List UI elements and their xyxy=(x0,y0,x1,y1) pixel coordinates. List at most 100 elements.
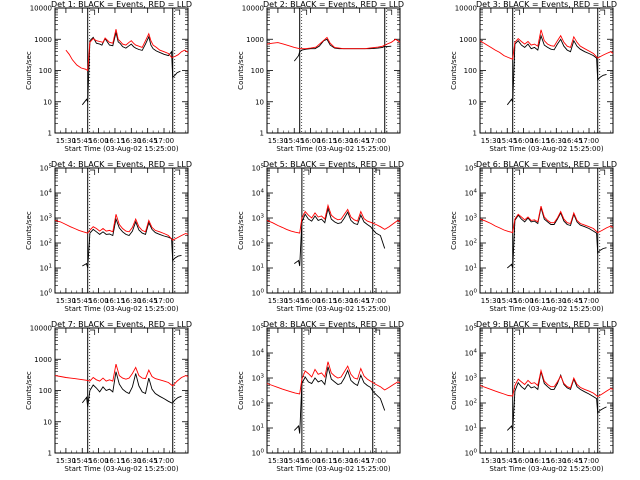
panel-title: Det 9: BLACK = Events, RED = LLD xyxy=(476,320,617,329)
interval-marker-flag xyxy=(514,329,521,335)
x-tick-label: 16:45 xyxy=(138,457,158,465)
x-tick-label: 16:30 xyxy=(333,457,353,465)
y-tick-label: 104 xyxy=(465,349,478,358)
interval-marker-flag xyxy=(301,9,308,15)
x-tick-label: 16:00 xyxy=(514,457,534,465)
y-tick-label: 104 xyxy=(252,349,265,358)
panel-title: Det 6: BLACK = Events, RED = LLD xyxy=(476,160,617,169)
plot-frame xyxy=(479,327,614,454)
chart-panel-3: Det 3: BLACK = Events, RED = LLD 1 10 100 10… xyxy=(450,0,617,153)
interval-marker-flag xyxy=(386,9,393,15)
x-axis-label: Start Time (03-Aug-02 15:25:00) xyxy=(489,145,603,153)
y-tick-label: 101 xyxy=(465,424,477,433)
lld-series-line xyxy=(479,29,614,60)
x-tick-label: 16:00 xyxy=(514,137,534,145)
y-tick-label: 100 xyxy=(464,67,477,75)
x-tick-label: 16:30 xyxy=(121,137,141,145)
x-tick-label: 16:15 xyxy=(317,297,337,305)
x-tick-label: 15:30 xyxy=(56,457,76,465)
x-tick-label: 16:00 xyxy=(301,137,321,145)
x-tick-label: 17:00 xyxy=(366,137,386,145)
x-tick-label: 15:45 xyxy=(72,137,92,145)
y-tick-label: 1000 xyxy=(34,356,52,364)
x-tick-label: 16:15 xyxy=(105,457,125,465)
plot-frame xyxy=(266,167,401,294)
chart-panel-2: Det 2: BLACK = Events, RED = LLD 1 10 100 10… xyxy=(237,0,404,153)
x-tick-label: 17:00 xyxy=(366,457,386,465)
y-tick-label: 102 xyxy=(465,399,477,408)
y-tick-label: 1000 xyxy=(34,36,52,44)
x-axis-label: Start Time (03-Aug-02 15:25:00) xyxy=(489,305,603,313)
interval-marker-flag xyxy=(374,329,381,335)
y-axis-label: Counts/sec xyxy=(237,51,245,90)
chart-panel-5: Det 5: BLACK = Events, RED = LLD 100 101 10… xyxy=(237,160,404,313)
y-tick-label: 10 xyxy=(43,418,52,426)
x-tick-label: 17:00 xyxy=(579,137,599,145)
x-tick-label: 15:45 xyxy=(497,137,517,145)
lld-series-line xyxy=(54,214,189,241)
chart-panel-1: Det 1: BLACK = Events, RED = LLD 1 10 100 10… xyxy=(25,0,192,153)
panel-title: Det 5: BLACK = Events, RED = LLD xyxy=(263,160,404,169)
x-tick-label: 15:30 xyxy=(268,137,288,145)
x-axis-label: Start Time (03-Aug-02 15:25:00) xyxy=(276,465,390,473)
x-tick-label: 16:15 xyxy=(530,457,550,465)
interval-marker-flag xyxy=(514,9,521,15)
x-tick-label: 16:00 xyxy=(89,137,109,145)
x-tick-label: 16:00 xyxy=(514,297,534,305)
x-tick-label: 17:00 xyxy=(366,297,386,305)
x-tick-label: 16:45 xyxy=(138,297,158,305)
y-tick-label: 101 xyxy=(252,264,264,273)
lld-series-line xyxy=(54,363,189,387)
y-tick-label: 1000 xyxy=(459,36,477,44)
events-series-line xyxy=(82,217,182,269)
y-tick-label: 102 xyxy=(252,399,264,408)
interval-marker-flag xyxy=(303,169,310,175)
x-tick-label: 17:00 xyxy=(154,297,174,305)
events-series-line xyxy=(81,371,182,407)
y-tick-label: 105 xyxy=(465,164,478,173)
x-tick-label: 16:15 xyxy=(105,137,125,145)
x-axis-label: Start Time (03-Aug-02 15:25:00) xyxy=(64,145,178,153)
x-tick-label: 16:45 xyxy=(350,457,370,465)
y-tick-label: 101 xyxy=(252,424,264,433)
y-axis-label: Counts/sec xyxy=(450,51,458,90)
y-tick-label: 100 xyxy=(465,449,478,458)
y-tick-label: 102 xyxy=(465,239,477,248)
x-tick-label: 16:45 xyxy=(563,297,583,305)
x-tick-label: 16:30 xyxy=(546,297,566,305)
x-tick-label: 15:45 xyxy=(72,457,92,465)
y-tick-label: 1000 xyxy=(246,36,264,44)
x-tick-label: 15:45 xyxy=(284,297,304,305)
x-tick-label: 16:15 xyxy=(105,297,125,305)
x-tick-label: 15:30 xyxy=(268,297,288,305)
y-axis-label: Counts/sec xyxy=(237,211,245,250)
events-series-line xyxy=(507,207,607,269)
chart-panel-4: Det 4: BLACK = Events, RED = LLD 100 101 10… xyxy=(25,160,192,313)
interval-marker-flag xyxy=(174,9,181,15)
events-series-line xyxy=(506,34,607,106)
y-tick-label: 10 xyxy=(255,98,264,106)
x-tick-label: 17:00 xyxy=(154,457,174,465)
y-axis-label: Counts/sec xyxy=(25,211,33,250)
y-tick-label: 105 xyxy=(252,164,265,173)
x-tick-label: 16:30 xyxy=(121,297,141,305)
chart-panel-7: Det 7: BLACK = Events, RED = LLD 1 10 100 10… xyxy=(25,320,192,473)
x-tick-label: 15:30 xyxy=(481,297,501,305)
x-tick-label: 16:15 xyxy=(530,137,550,145)
y-tick-label: 100 xyxy=(39,387,52,395)
x-tick-label: 16:45 xyxy=(563,137,583,145)
x-tick-label: 16:45 xyxy=(350,137,370,145)
x-tick-label: 16:45 xyxy=(563,457,583,465)
y-axis-label: Counts/sec xyxy=(450,371,458,410)
y-tick-label: 105 xyxy=(40,164,53,173)
x-tick-label: 16:30 xyxy=(121,457,141,465)
x-tick-label: 16:00 xyxy=(89,457,109,465)
panel-title: Det 8: BLACK = Events, RED = LLD xyxy=(263,320,404,329)
y-axis-label: Counts/sec xyxy=(237,371,245,410)
interval-marker-flag xyxy=(599,329,606,335)
y-tick-label: 104 xyxy=(465,189,478,198)
lld-series-line xyxy=(266,36,401,50)
lld-series-line xyxy=(266,361,401,395)
y-tick-label: 10000 xyxy=(30,325,52,333)
